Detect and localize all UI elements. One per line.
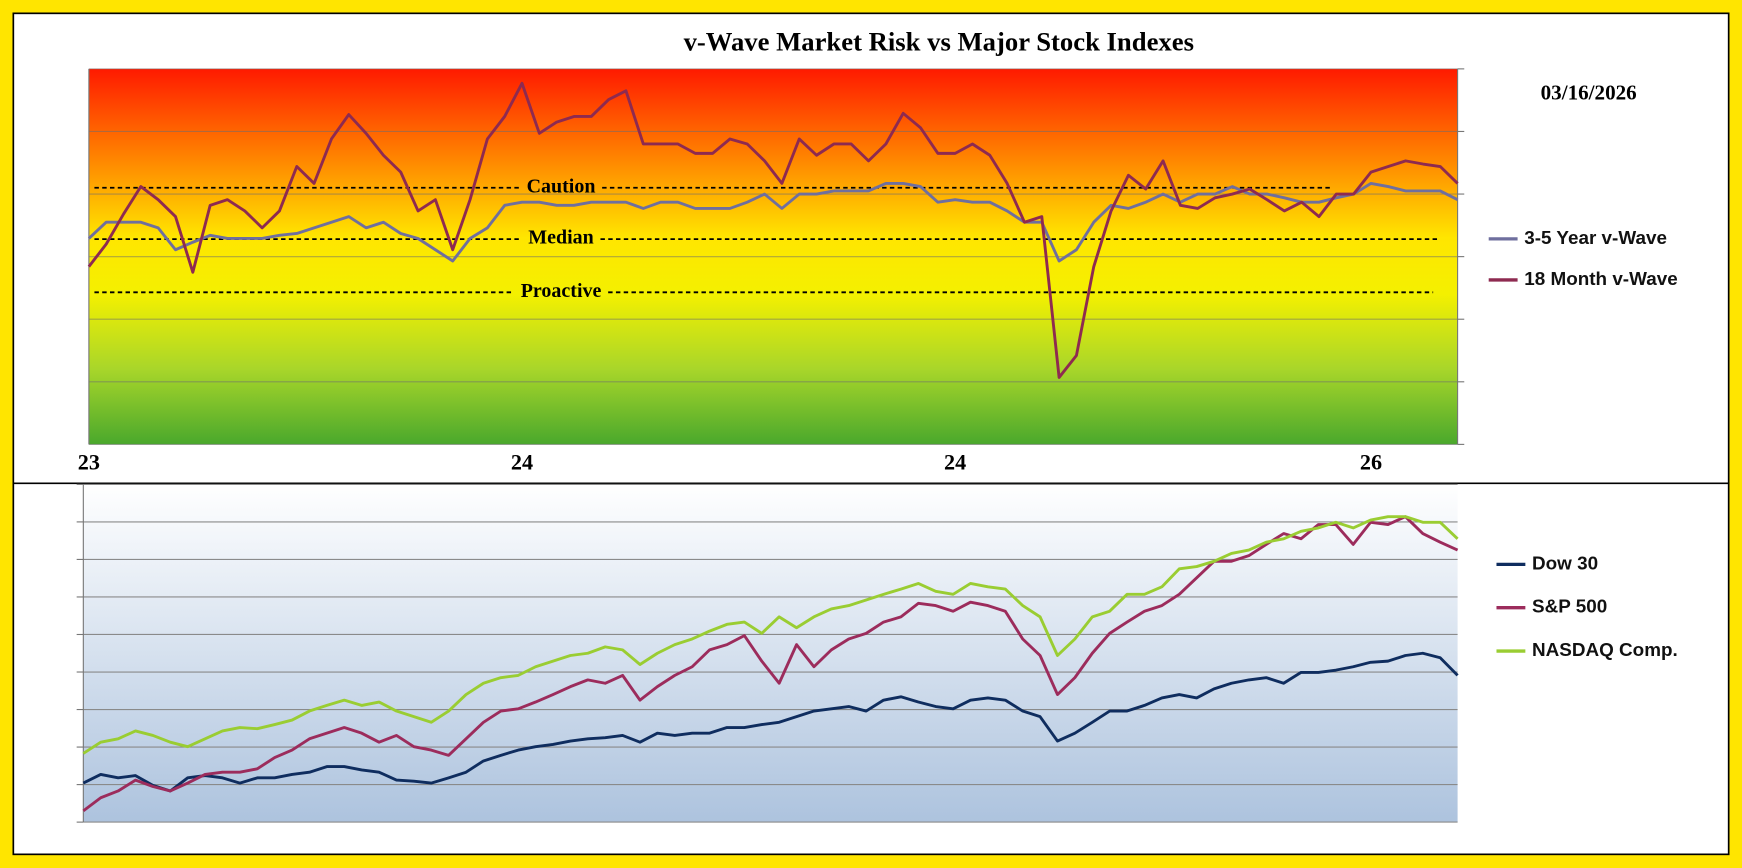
series-line xyxy=(82,515,1459,813)
x-tick-label: 26 xyxy=(1360,449,1382,474)
series-line xyxy=(87,81,1459,379)
reference-label: Median xyxy=(528,227,594,249)
legend-label: NASDAQ Comp. xyxy=(1532,640,1678,661)
reference-label: Proactive xyxy=(521,280,602,302)
legend-label: S&P 500 xyxy=(1532,597,1607,618)
date-annotation: 03/16/2026 xyxy=(1541,80,1637,104)
reference-label: Caution xyxy=(527,175,596,197)
x-tick-label: 24 xyxy=(944,449,966,474)
legend-label: 3-5 Year v-Wave xyxy=(1524,228,1667,249)
x-tick-label: 24 xyxy=(511,449,533,474)
legend-label: Dow 30 xyxy=(1532,553,1598,574)
x-tick-label: 23 xyxy=(78,449,100,474)
series-line xyxy=(82,651,1459,793)
legend-label: 18 Month v-Wave xyxy=(1524,269,1677,290)
series-line xyxy=(87,181,1459,263)
plot-area xyxy=(83,484,1458,823)
series-line xyxy=(82,515,1459,755)
chart-title: v-Wave Market Risk vs Major Stock Indexe… xyxy=(684,27,1194,57)
